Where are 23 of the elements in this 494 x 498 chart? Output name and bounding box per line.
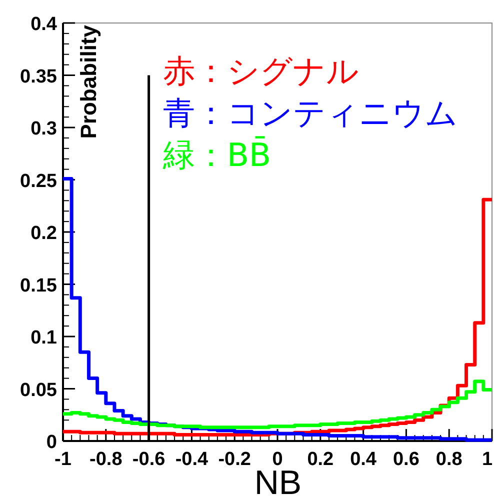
x-tick-label: 0.2	[307, 449, 334, 470]
y-tick-label: 0.2	[30, 223, 57, 244]
x-tick-label: -0.6	[132, 449, 166, 470]
x-tick-label: -1	[54, 449, 72, 470]
y-axis-title: Probability	[76, 24, 101, 139]
y-tick-label: 0.1	[30, 328, 58, 348]
text: 緑：BB̄	[162, 136, 271, 174]
x-tick-label: 0.4	[350, 449, 377, 470]
y-tick-label: 0.25	[20, 170, 58, 192]
y-tick-label: 0.4	[30, 14, 58, 35]
y-tick-label: 0.3	[30, 118, 57, 140]
text: 青：コンティニウム	[163, 94, 458, 132]
y-tick-label: 0	[46, 432, 57, 453]
x-tick-label: -0.2	[218, 449, 251, 470]
text: 赤：シグナル	[163, 52, 359, 90]
x-tick-label: -0.8	[90, 449, 122, 470]
x-tick-label: -0.4	[175, 449, 208, 470]
x-tick-label: 0.8	[436, 449, 462, 470]
y-tick-label: 0.35	[20, 66, 58, 88]
x-tick-label: 0.6	[392, 449, 420, 470]
y-tick-label: 0.15	[20, 275, 58, 296]
y-tick-label: 0.05	[20, 380, 58, 401]
x-tick-label: 1	[482, 449, 493, 470]
